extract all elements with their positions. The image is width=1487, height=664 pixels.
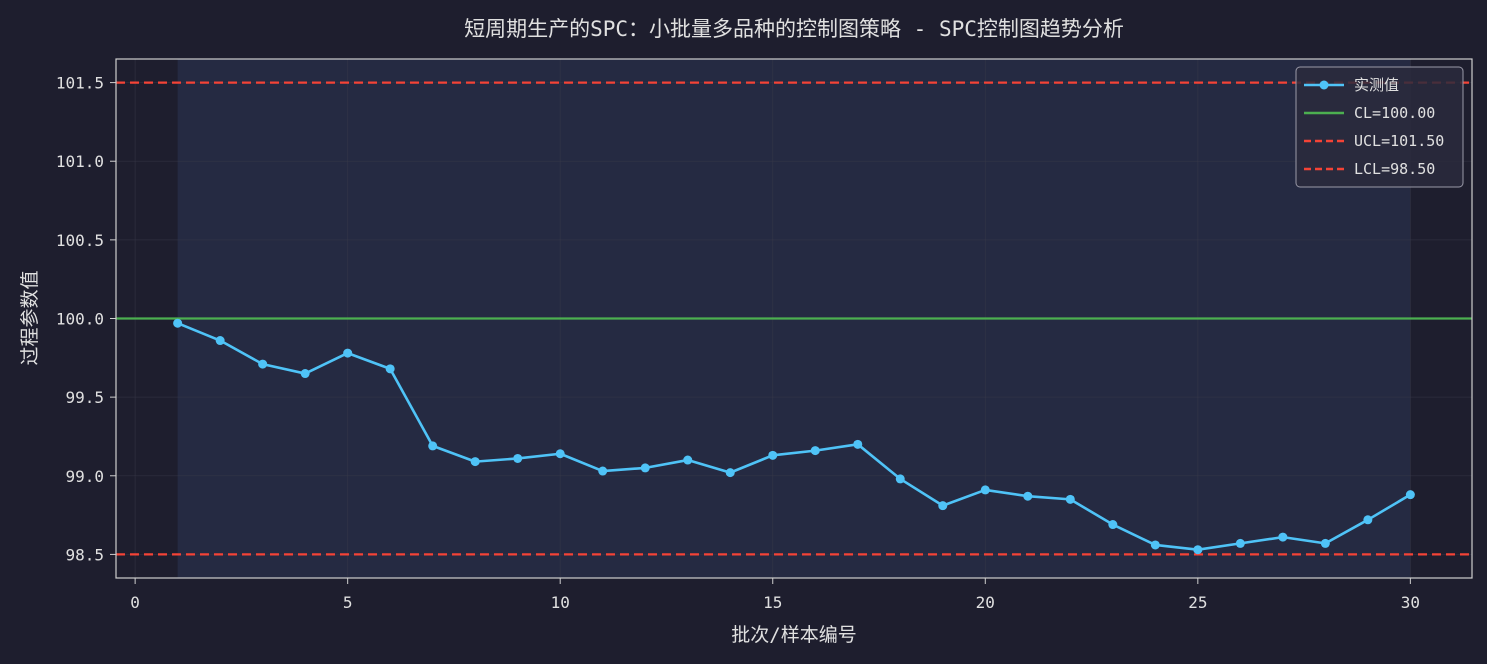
data-point — [810, 446, 820, 456]
y-tick-label: 100.5 — [56, 231, 104, 250]
data-point — [428, 441, 438, 451]
data-point — [725, 468, 735, 478]
data-point — [300, 369, 310, 379]
y-tick-label: 98.5 — [65, 545, 104, 564]
series-layer — [173, 318, 1415, 555]
data-point — [1150, 540, 1160, 550]
y-tick-label: 99.0 — [65, 467, 104, 486]
legend-label: LCL=98.50 — [1354, 160, 1435, 178]
data-point — [1193, 545, 1203, 555]
chart-title: 短周期生产的SPC：小批量多品种的控制图策略 - SPC控制图趋势分析 — [464, 17, 1124, 41]
data-point — [555, 449, 565, 459]
x-axis: 0 5 10 15 20 25 30 — [130, 578, 1420, 612]
data-point — [1320, 538, 1330, 548]
x-tick-label: 0 — [130, 593, 140, 612]
data-point — [683, 455, 693, 465]
x-tick-label: 25 — [1188, 593, 1207, 612]
data-point — [215, 336, 225, 346]
data-point — [938, 501, 948, 511]
x-axis-label: 批次/样本编号 — [731, 624, 856, 646]
data-point — [1278, 532, 1288, 542]
data-point — [640, 463, 650, 473]
data-point — [1235, 538, 1245, 548]
y-tick-label: 101.5 — [56, 74, 104, 93]
data-point — [1065, 494, 1075, 504]
legend-box — [1295, 66, 1464, 188]
data-point — [768, 450, 778, 460]
series-line — [177, 322, 1412, 551]
x-tick-label: 20 — [976, 593, 995, 612]
data-point — [385, 364, 395, 374]
data-point — [258, 359, 268, 369]
legend-label: 实测值 — [1354, 76, 1399, 94]
y-tick-label: 99.5 — [65, 388, 104, 407]
plot-area — [115, 58, 1473, 579]
data-point — [895, 474, 905, 484]
data-point — [173, 318, 183, 328]
data-point — [1023, 491, 1033, 501]
x-tick-label: 10 — [551, 593, 570, 612]
x-tick-label: 30 — [1401, 593, 1420, 612]
legend-label: CL=100.00 — [1354, 104, 1435, 122]
y-axis: 98.5 99.0 99.5 100.0 100.5 101.0 101.5 — [56, 74, 116, 564]
control-lines — [116, 81, 1472, 556]
legend-label: UCL=101.50 — [1354, 132, 1444, 150]
data-point — [470, 457, 480, 467]
data-point — [598, 466, 608, 476]
legend-marker — [1319, 80, 1329, 90]
y-axis-label: 过程参数值 — [19, 270, 41, 365]
data-point — [1108, 520, 1118, 530]
data-point — [1363, 515, 1373, 525]
x-tick-label: 5 — [343, 593, 353, 612]
data-point — [343, 348, 353, 358]
data-point — [853, 439, 863, 449]
data-point — [513, 453, 523, 463]
y-tick-label: 101.0 — [56, 152, 104, 171]
data-point — [980, 485, 990, 495]
legend: 实测值 CL=100.00 UCL=101.50 LCL=98.50 — [1295, 66, 1464, 188]
data-point — [1405, 490, 1415, 500]
x-tick-label: 15 — [763, 593, 782, 612]
y-tick-label: 100.0 — [56, 310, 104, 329]
